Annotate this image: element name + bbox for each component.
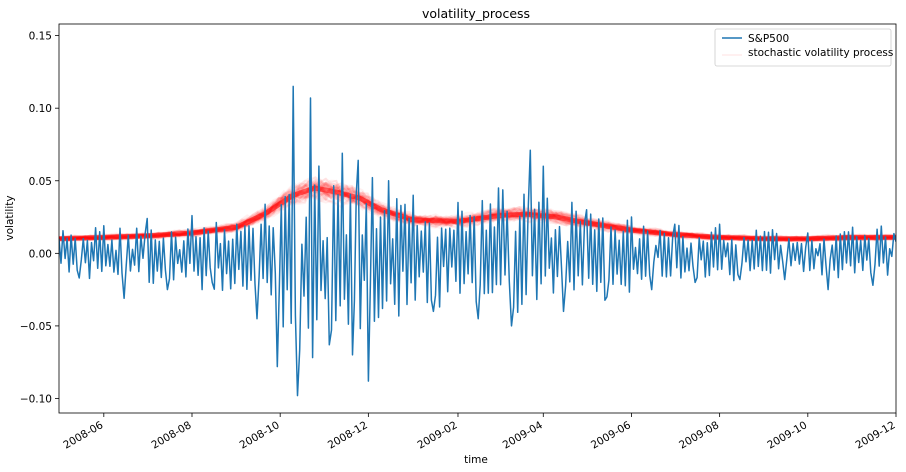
y-tick-label: 0.00: [29, 248, 52, 260]
y-tick-label: 0.05: [29, 176, 52, 188]
y-tick-label: 0.15: [29, 31, 52, 43]
plot-area-frame: [58, 23, 897, 414]
chart-title: volatility_process: [422, 6, 530, 21]
legend-volatility-label: stochastic volatility process: [748, 47, 893, 59]
legend: S&P500 stochastic volatility process: [714, 28, 893, 67]
sp500-line: [59, 85, 896, 397]
y-tick-label: −0.10: [20, 393, 52, 405]
y-axis-label: volatility: [4, 195, 16, 240]
volatility-mean-path: [59, 185, 896, 242]
legend-box: [714, 28, 892, 67]
x-axis-label: time: [464, 454, 488, 466]
y-axis: 0.15 0.10 0.05 0.00 −0.05 −0.10: [20, 31, 59, 405]
sp500-line-group: [59, 85, 896, 397]
y-tick-label: −0.05: [20, 321, 52, 333]
y-tick-label: 0.10: [29, 103, 52, 115]
legend-sp500-label: S&P500: [748, 33, 789, 45]
